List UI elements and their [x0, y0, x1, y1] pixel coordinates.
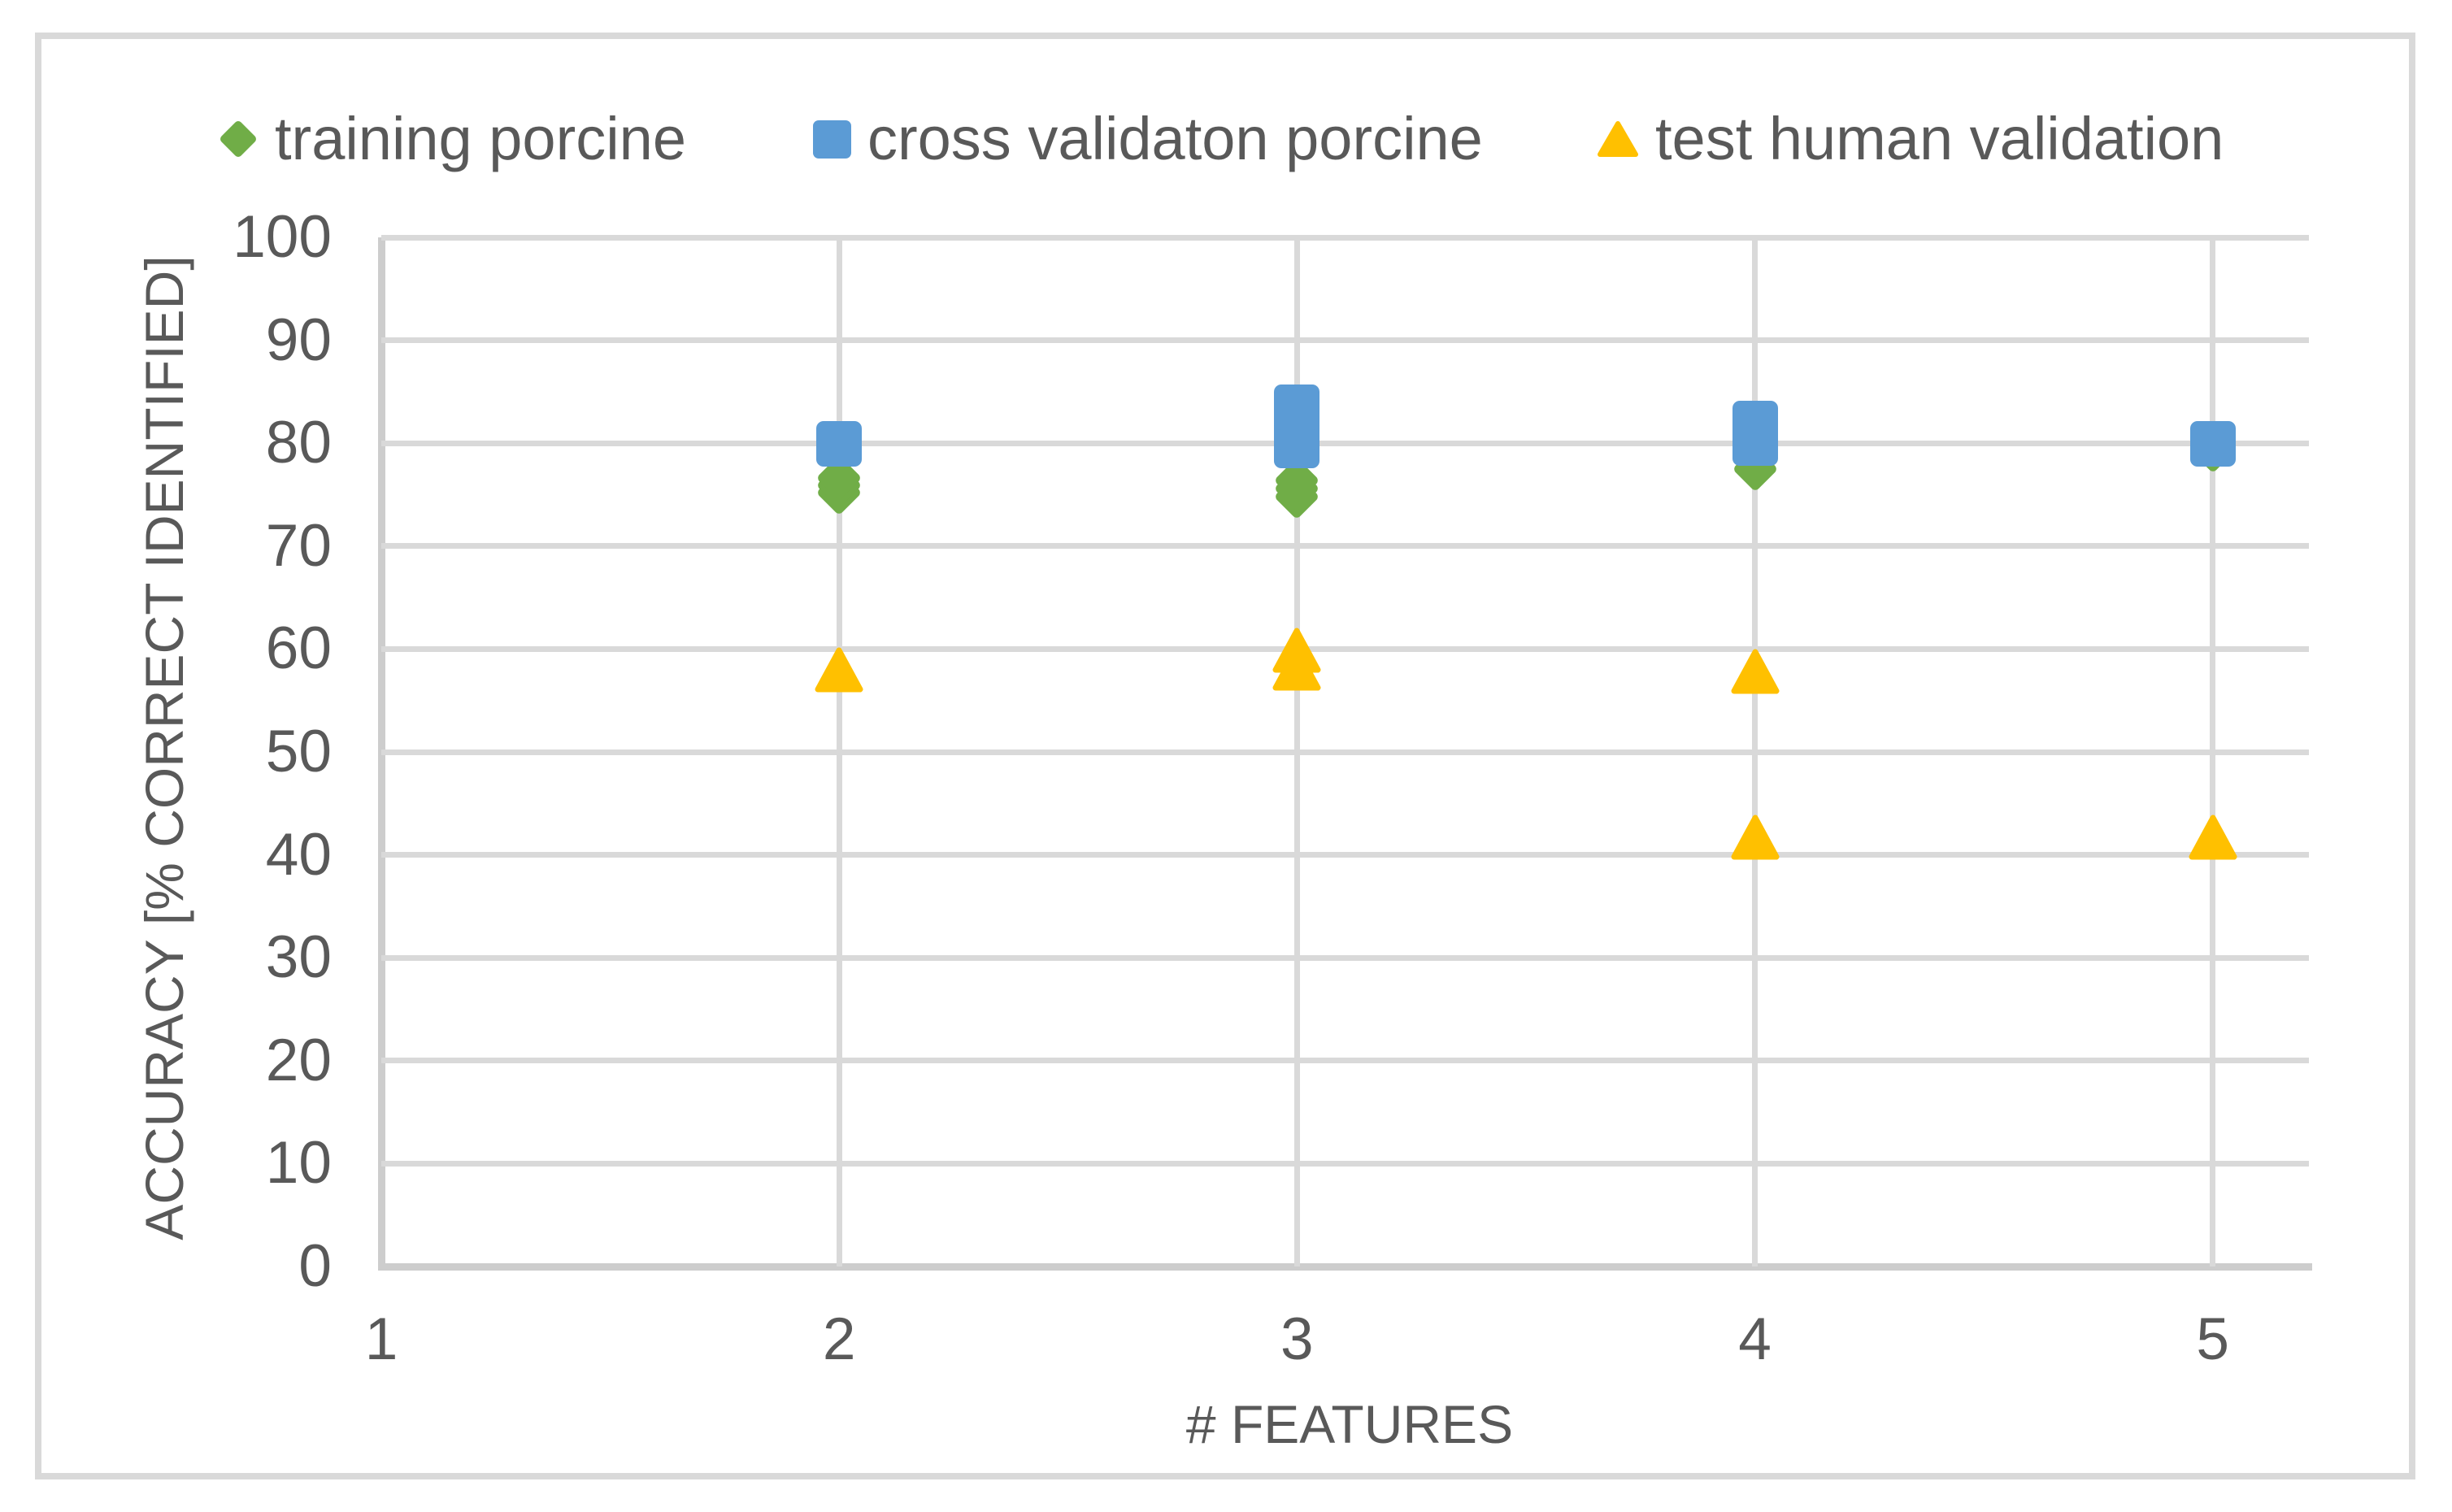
h-gridline — [381, 543, 2309, 550]
marker-cross-validaton-porcine — [816, 421, 863, 467]
h-gridline — [381, 1160, 2309, 1167]
x-axis-line — [378, 1263, 2312, 1271]
marker-test-human-validation — [1272, 627, 1321, 678]
legend: training porcine cross validaton porcine… — [0, 101, 2452, 177]
legend-item-training-porcine: training porcine — [218, 101, 686, 177]
marker-test-human-validation — [1731, 648, 1780, 699]
v-gridline — [2210, 237, 2216, 1267]
plot-area — [378, 234, 2312, 1271]
square-icon — [813, 119, 851, 159]
marker-test-human-validation — [815, 646, 863, 697]
square-marker-shape — [1732, 401, 1778, 447]
y-tick-label: 0 — [298, 1233, 332, 1299]
v-gridline — [1293, 237, 1300, 1267]
y-tick-label: 20 — [265, 1027, 332, 1093]
triangle-marker-shape — [815, 647, 863, 693]
y-tick-label: 50 — [265, 719, 332, 784]
h-gridline — [381, 234, 2309, 241]
triangle-marker-shape — [1731, 815, 1780, 860]
chart-outer-border — [35, 33, 2415, 1479]
marker-test-human-validation — [1731, 814, 1780, 865]
x-tick-label: 2 — [822, 1306, 856, 1372]
marker-cross-validaton-porcine — [1732, 401, 1778, 447]
legend-label-training-porcine: training porcine — [275, 105, 686, 172]
diamond-icon-shape — [218, 119, 259, 159]
triangle-marker-shape — [2189, 815, 2237, 860]
triangle-marker-shape — [1272, 628, 1321, 673]
x-axis-title: # FEATURES — [1185, 1394, 1514, 1454]
diamond-icon — [218, 119, 259, 159]
x-tick-label: 4 — [1738, 1306, 1772, 1372]
square-marker-shape — [2189, 421, 2236, 467]
h-gridline — [381, 749, 2309, 755]
h-gridline — [381, 852, 2309, 858]
y-tick-label: 60 — [265, 615, 332, 682]
y-tick-label: 70 — [265, 512, 332, 579]
square-marker-shape — [1274, 384, 1320, 430]
y-tick-label: 10 — [265, 1130, 332, 1197]
y-tick-label: 100 — [233, 204, 332, 270]
y-tick-label: 30 — [265, 924, 332, 991]
h-gridline — [381, 645, 2309, 652]
triangle-icon-shape — [1598, 121, 1638, 157]
x-tick-label: 5 — [2196, 1306, 2230, 1372]
legend-label-cross-validaton-porcine: cross validaton porcine — [867, 105, 1483, 172]
h-gridline — [381, 337, 2309, 344]
h-gridline — [381, 440, 2309, 446]
marker-cross-validaton-porcine — [2189, 421, 2236, 467]
legend-item-cross-validaton-porcine: cross validaton porcine — [813, 101, 1483, 177]
triangle-marker-shape — [1731, 649, 1780, 694]
h-gridline — [381, 1058, 2309, 1064]
y-tick-label: 80 — [265, 410, 332, 476]
square-marker-shape — [816, 421, 863, 467]
x-tick-label: 3 — [1280, 1306, 1314, 1372]
triangle-icon — [1597, 120, 1639, 158]
square-icon-shape — [813, 119, 851, 159]
y-tick-label: 90 — [265, 306, 332, 373]
v-gridline — [1752, 237, 1759, 1267]
marker-test-human-validation — [2189, 814, 2237, 865]
legend-label-test-human-validation: test human validation — [1655, 105, 2224, 172]
legend-item-test-human-validation: test human validation — [1597, 101, 2224, 177]
v-gridline — [836, 237, 842, 1267]
y-tick-label: 40 — [265, 821, 332, 888]
x-tick-label: 1 — [364, 1306, 398, 1372]
marker-cross-validaton-porcine — [1274, 384, 1320, 430]
h-gridline — [381, 954, 2309, 961]
